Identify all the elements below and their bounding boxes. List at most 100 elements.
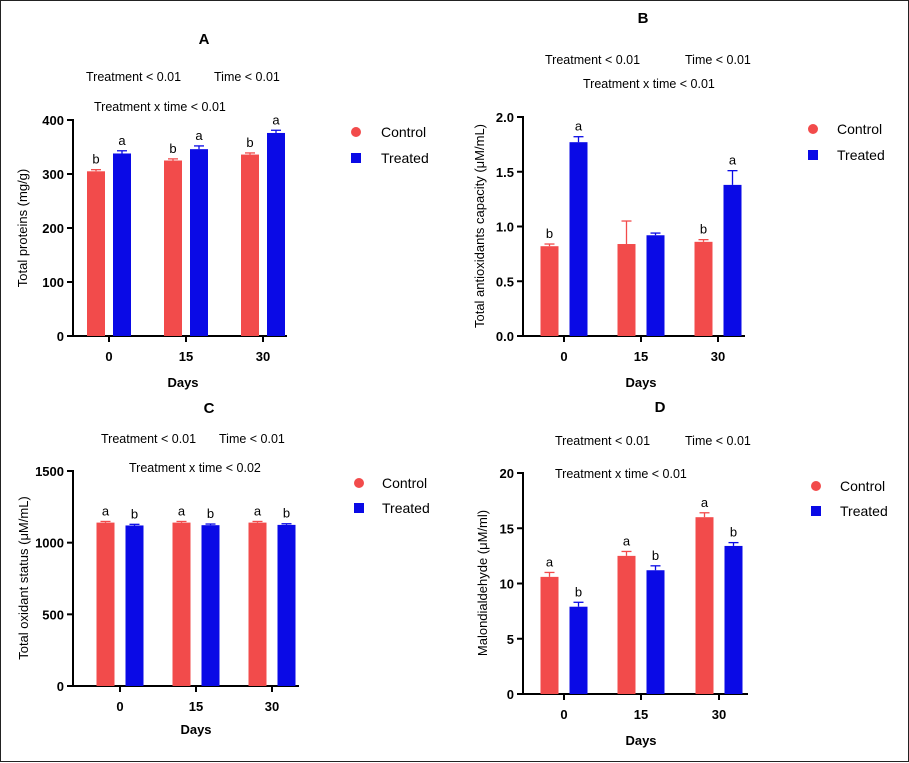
- legend-marker-control: [808, 124, 818, 134]
- legend-marker-treated: [811, 506, 821, 516]
- bar-control: [617, 244, 636, 336]
- legend-label: Control: [837, 121, 882, 137]
- y-tick-label: 400: [42, 113, 64, 128]
- significance-letter: a: [546, 554, 554, 569]
- x-axis-label: Days: [167, 375, 198, 390]
- y-tick-label: 0: [57, 329, 64, 344]
- y-tick-label: 0: [507, 687, 514, 702]
- bar-treated: [267, 132, 285, 336]
- stat-annotation: Time < 0.01: [219, 432, 285, 446]
- significance-letter: a: [272, 112, 280, 127]
- stat-annotation: Treatment x time < 0.01: [555, 467, 687, 481]
- y-tick-label: 10: [500, 577, 514, 592]
- legend-marker-treated: [808, 150, 818, 160]
- legend-label: Control: [381, 124, 426, 140]
- legend-marker-treated: [354, 503, 364, 513]
- bar-control: [172, 522, 191, 686]
- significance-letter: b: [169, 141, 176, 156]
- bar-control: [164, 160, 182, 336]
- y-tick-label: 0.0: [496, 329, 514, 344]
- significance-letter: a: [701, 495, 709, 510]
- significance-letter: b: [283, 506, 290, 521]
- significance-letter: b: [246, 135, 253, 150]
- significance-letter: b: [92, 152, 99, 167]
- x-axis-label: Days: [180, 722, 211, 737]
- legend-label: Control: [382, 475, 427, 491]
- y-tick-label: 1000: [35, 536, 64, 551]
- significance-letter: a: [102, 503, 110, 518]
- bar-control: [87, 171, 105, 336]
- stat-annotation: Treatment x time < 0.02: [129, 461, 261, 475]
- x-tick-label: 0: [560, 707, 567, 722]
- legend-label: Treated: [382, 500, 430, 516]
- bar-treated: [646, 570, 665, 694]
- y-tick-label: 5: [507, 632, 514, 647]
- bar-control: [540, 246, 559, 336]
- significance-letter: b: [575, 584, 582, 599]
- x-tick-label: 0: [560, 349, 567, 364]
- y-tick-label: 1.5: [496, 165, 514, 180]
- significance-letter: a: [118, 133, 126, 148]
- bar-control: [540, 576, 559, 694]
- stat-annotation: Time < 0.01: [685, 53, 751, 67]
- panel-title: D: [655, 399, 666, 416]
- y-tick-label: 15: [500, 521, 514, 536]
- bar-treated: [277, 524, 296, 686]
- y-tick-label: 0.5: [496, 274, 514, 289]
- y-axis-label: Total antioxidants capacity (μM/mL): [472, 124, 487, 328]
- significance-letter: b: [700, 222, 707, 237]
- x-axis-label: Days: [625, 375, 656, 390]
- y-axis-label: Total oxidant status (μM/mL): [16, 496, 31, 660]
- y-tick-label: 2.0: [496, 110, 514, 125]
- significance-letter: a: [178, 503, 186, 518]
- panel-title: C: [204, 400, 215, 417]
- x-tick-label: 0: [105, 349, 112, 364]
- bar-control: [96, 522, 115, 686]
- panel-b: B Treatment < 0.01 Time < 0.01 Treatment x …: [472, 10, 885, 390]
- significance-letter: b: [730, 525, 737, 540]
- bar-treated: [723, 184, 742, 336]
- legend-marker-control: [354, 478, 364, 488]
- stat-annotation: Treatment x time < 0.01: [94, 100, 226, 114]
- x-tick-label: 15: [179, 349, 193, 364]
- bar-treated: [569, 606, 588, 694]
- significance-letter: a: [623, 533, 631, 548]
- legend-label: Control: [840, 478, 885, 494]
- stat-annotation: Treatment < 0.01: [555, 434, 650, 448]
- panel-c: C Treatment < 0.01 Time < 0.01 Treatment x …: [16, 400, 430, 737]
- bar-control: [241, 154, 259, 336]
- x-tick-label: 15: [634, 349, 648, 364]
- stat-annotation: Time < 0.01: [685, 434, 751, 448]
- y-tick-label: 20: [500, 466, 514, 481]
- bar-treated: [646, 235, 665, 336]
- bar-treated: [569, 142, 588, 336]
- bar-treated: [724, 545, 743, 694]
- legend-label: Treated: [381, 150, 429, 166]
- significance-letter: b: [131, 506, 138, 521]
- y-tick-label: 200: [42, 221, 64, 236]
- bar-treated: [190, 149, 208, 336]
- significance-letter: b: [207, 506, 214, 521]
- panel-d: D Treatment < 0.01 Time < 0.01 Treatment x …: [475, 399, 888, 748]
- bar-control: [248, 522, 267, 686]
- bar-control: [694, 241, 713, 336]
- legend-marker-treated: [351, 153, 361, 163]
- legend-marker-control: [351, 127, 361, 137]
- legend-marker-control: [811, 481, 821, 491]
- x-tick-label: 15: [634, 707, 648, 722]
- x-tick-label: 15: [189, 699, 203, 714]
- stat-annotation: Treatment x time < 0.01: [583, 77, 715, 91]
- y-axis-label: Total proteins (mg/g): [15, 169, 30, 288]
- x-tick-label: 30: [711, 349, 725, 364]
- x-tick-label: 30: [256, 349, 270, 364]
- y-tick-label: 1500: [35, 464, 64, 479]
- significance-letter: a: [195, 128, 203, 143]
- y-axis-label: Malondialdehyde (μM/ml): [475, 510, 490, 656]
- significance-letter: a: [729, 153, 737, 168]
- stat-annotation: Time < 0.01: [214, 70, 280, 84]
- legend-label: Treated: [837, 147, 885, 163]
- panel-title: A: [199, 31, 210, 48]
- bar-control: [617, 555, 636, 694]
